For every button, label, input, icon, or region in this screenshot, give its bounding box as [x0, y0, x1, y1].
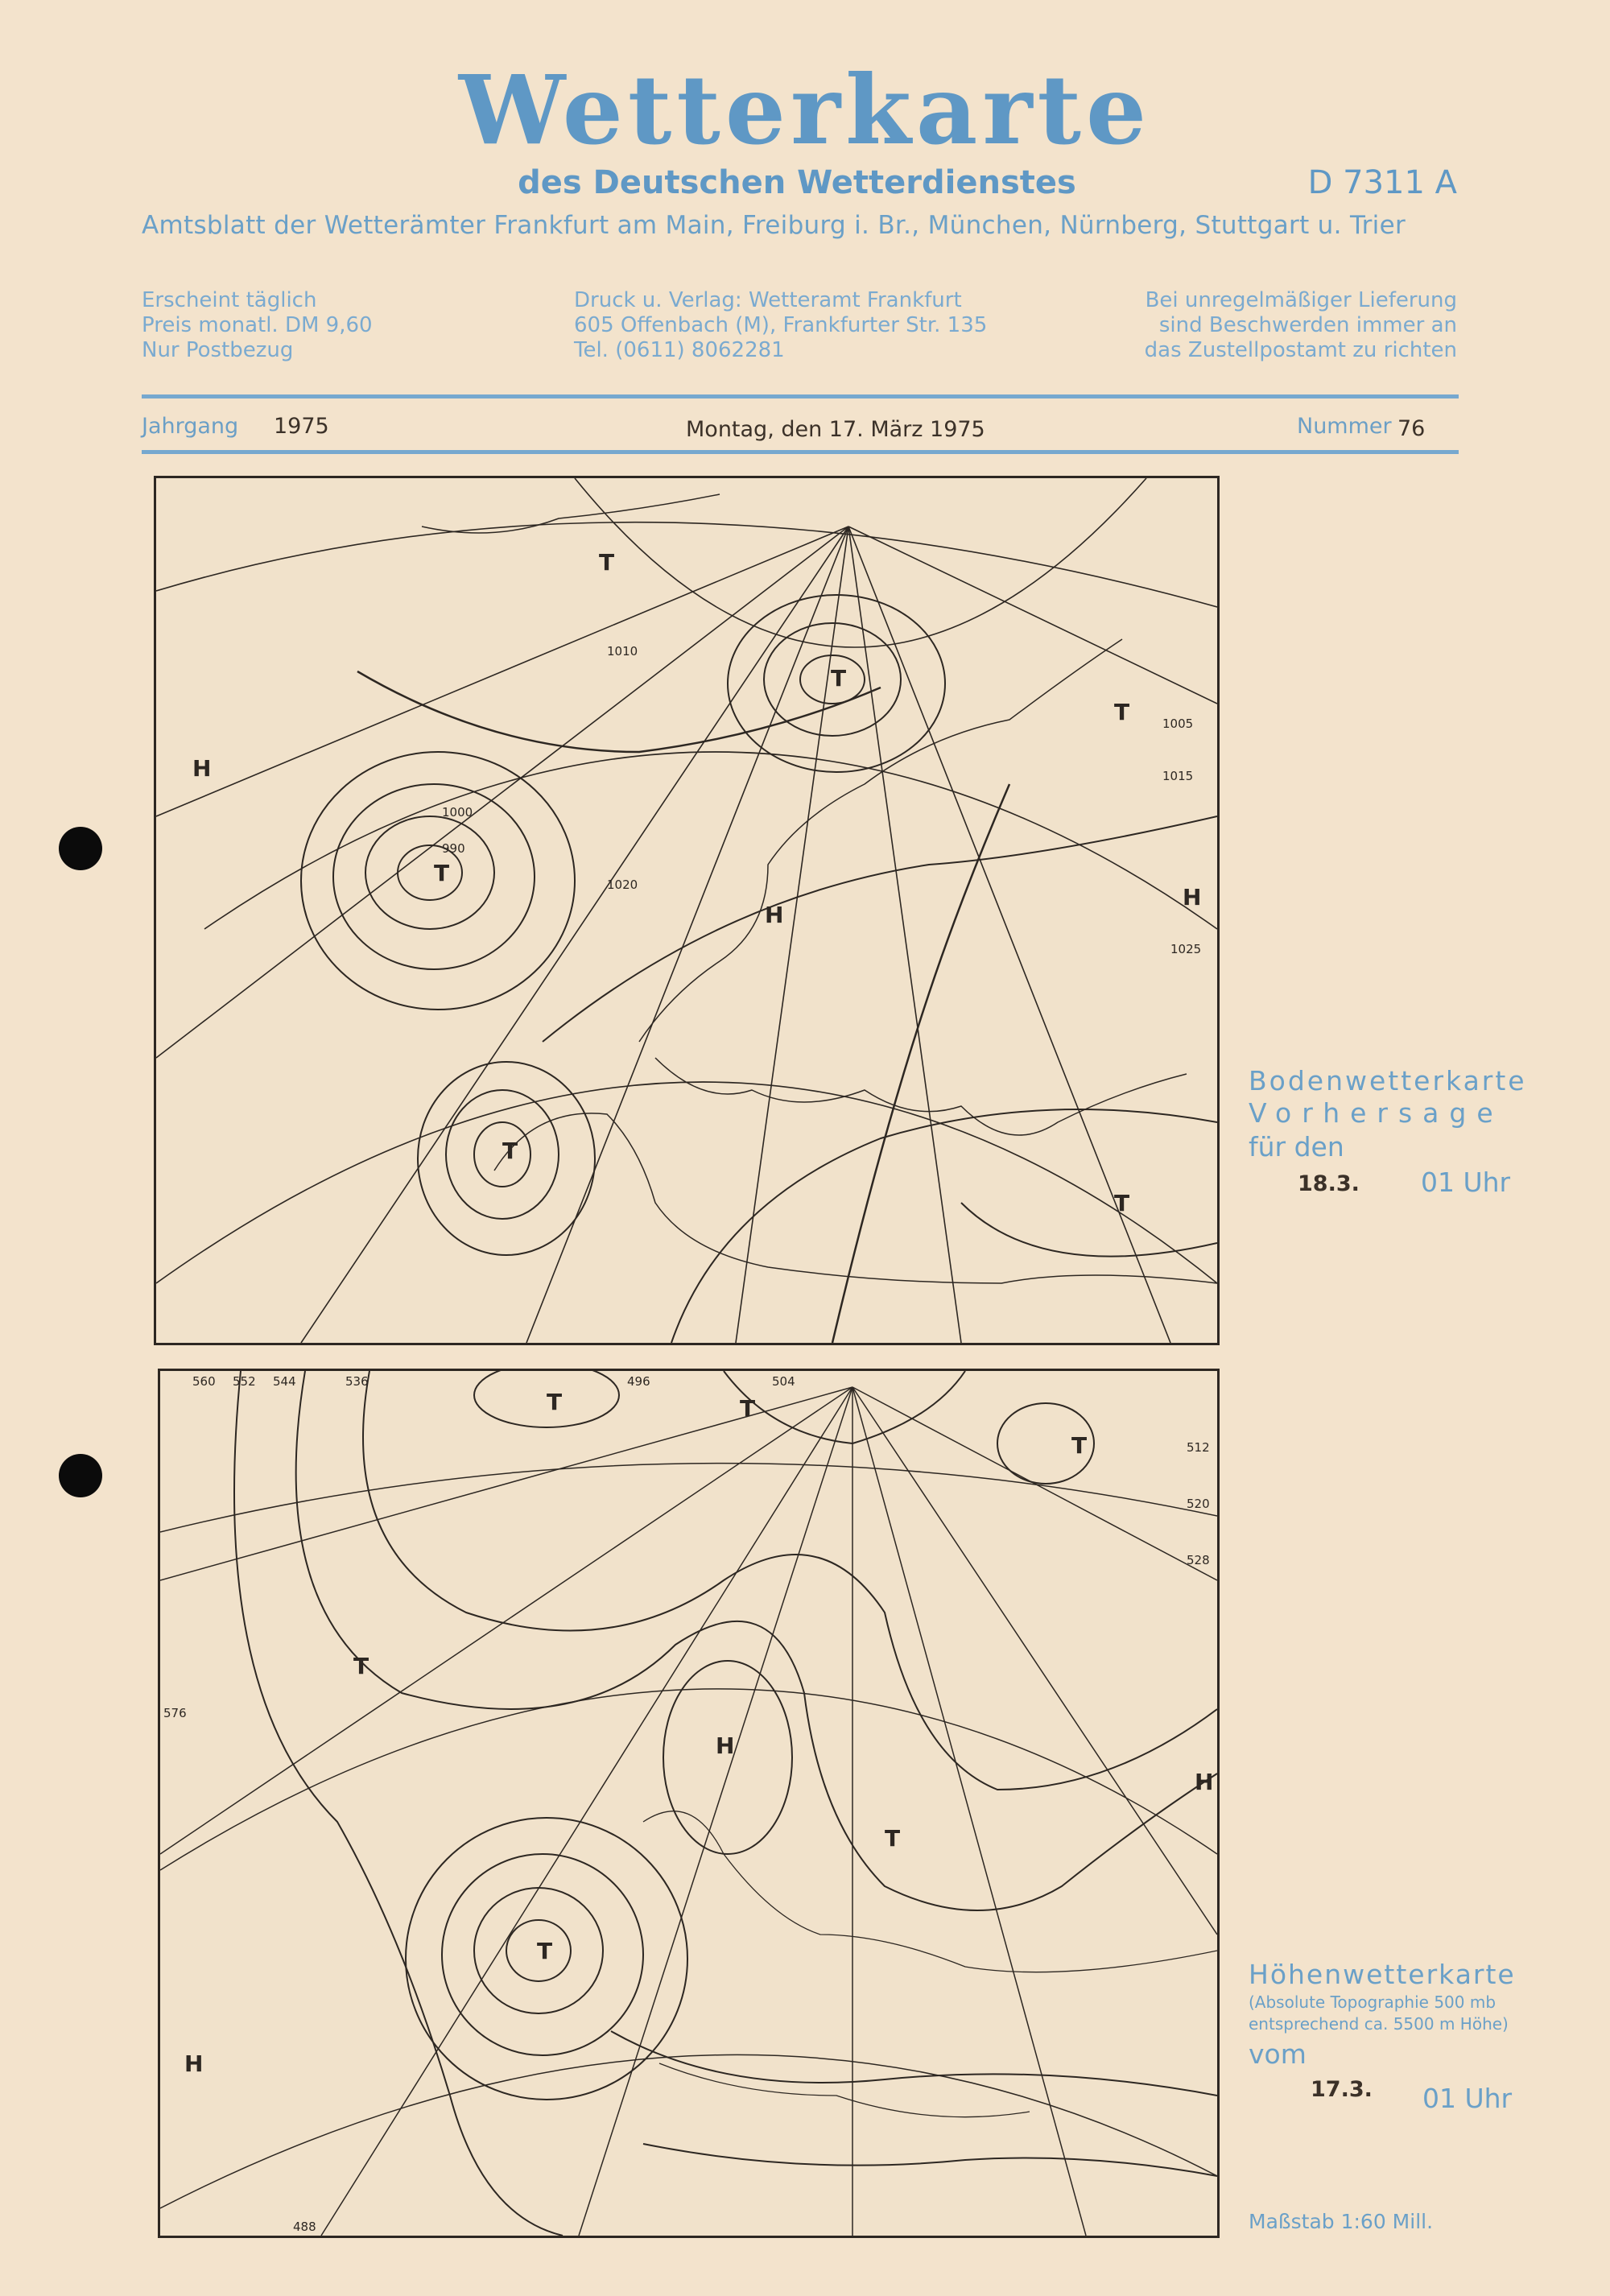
punch-hole	[59, 827, 102, 870]
punch-hole	[59, 1454, 102, 1497]
surface-map-time: 01 Uhr	[1421, 1167, 1511, 1198]
upper-caption-note: (Absolute Topographie 500 mb	[1249, 1992, 1496, 2012]
surface-map-drawing: T T T T T T H H H 990 1000 1010 1020 102…	[156, 478, 1217, 1343]
contour-label: 488	[293, 2220, 316, 2234]
divider	[142, 450, 1459, 454]
coastlines	[421, 493, 1217, 1284]
isobar-label: 1010	[607, 644, 638, 659]
meridians	[156, 526, 1217, 1343]
surface-caption-for: für den	[1249, 1131, 1344, 1162]
isobar-label: 1020	[607, 878, 638, 892]
surface-weather-map: T T T T T T H H H 990 1000 1010 1020 102…	[154, 476, 1220, 1345]
map-label: T	[1114, 1190, 1129, 1216]
map-scale: Maßstab 1:60 Mill.	[1249, 2210, 1434, 2233]
surface-caption-title: Bodenwetterkarte	[1249, 1065, 1527, 1096]
map-label: T	[740, 1395, 755, 1422]
divider	[142, 394, 1459, 398]
contour-label: 560	[192, 1374, 216, 1389]
front-line	[357, 670, 1011, 1343]
contour-label: 528	[1187, 1553, 1210, 1567]
upper-caption-from: vom	[1249, 2038, 1307, 2070]
publisher-info: Druck u. Verlag: Wetteramt Frankfurt 605…	[574, 288, 987, 363]
upper-map-date: 17.3.	[1311, 2077, 1373, 2102]
contour-label: 504	[772, 1374, 795, 1389]
info-line: Tel. (0611) 8062281	[574, 338, 785, 362]
map-label: T	[547, 1389, 562, 1415]
map-label: H	[192, 755, 211, 782]
amtsblatt-line: Amtsblatt der Wetterämter Frankfurt am M…	[142, 211, 1406, 240]
map-label: H	[765, 902, 783, 928]
contour-label: 496	[627, 1374, 650, 1389]
upper-map-time: 01 Uhr	[1422, 2083, 1513, 2114]
isobar-label: 1025	[1170, 942, 1201, 956]
info-line: Erscheint täglich	[142, 288, 317, 312]
contour-label: 536	[345, 1374, 369, 1389]
jahrgang-label: Jahrgang	[142, 414, 239, 439]
nummer-label: Nummer	[1297, 414, 1392, 439]
info-line: das Zustellpostamt zu richten	[1144, 338, 1457, 362]
contour-label: 512	[1187, 1440, 1210, 1455]
map-label: H	[1183, 884, 1201, 911]
map-label: T	[1114, 699, 1129, 725]
info-line: 605 Offenbach (M), Frankfurter Str. 135	[574, 313, 988, 337]
contours	[233, 1371, 1217, 2236]
map-label: H	[716, 1732, 734, 1759]
masthead-subtitle: des Deutschen Wetterdienstes	[518, 164, 1076, 201]
contour-label: 520	[1187, 1497, 1210, 1511]
info-line: Preis monatl. DM 9,60	[142, 313, 373, 337]
isobar-label: 1005	[1162, 716, 1193, 731]
nummer-value: 76	[1397, 416, 1426, 441]
contour-label: 552	[233, 1374, 256, 1389]
surface-map-date: 18.3.	[1298, 1171, 1360, 1196]
upper-caption-title: Höhenwetterkarte	[1249, 1959, 1516, 1990]
map-label: T	[537, 1938, 552, 1964]
coastlines	[642, 1811, 1217, 2118]
info-line: Nur Postbezug	[142, 338, 294, 362]
map-label: T	[885, 1825, 900, 1852]
info-line: sind Beschwerden immer an	[1158, 313, 1457, 337]
jahrgang-value: 1975	[274, 414, 329, 439]
masthead-title: Wetterkarte	[458, 54, 1152, 166]
surface-caption-sub: Vorhersage	[1249, 1097, 1504, 1129]
publication-code: D 7311 A	[1307, 164, 1457, 201]
upper-caption-note: entsprechend ca. 5500 m Höhe)	[1249, 2014, 1509, 2034]
meridians	[160, 1386, 1217, 2236]
isobar-label: 990	[442, 841, 465, 856]
isobar-label: 1015	[1162, 769, 1193, 783]
map-label: T	[353, 1653, 369, 1679]
upper-air-map: T T T T T T H H H 560 552 544 536 528 52…	[158, 1369, 1220, 2238]
map-label: H	[184, 2050, 203, 2077]
map-label: T	[599, 549, 614, 576]
map-label: T	[502, 1138, 518, 1164]
info-line: Bei unregelmäßiger Lieferung	[1145, 288, 1457, 312]
issue-date: Montag, den 17. März 1975	[686, 417, 985, 442]
delivery-info: Bei unregelmäßiger Lieferung sind Beschw…	[1145, 288, 1457, 363]
subscription-info: Erscheint täglich Preis monatl. DM 9,60 …	[142, 288, 373, 363]
info-line: Druck u. Verlag: Wetteramt Frankfurt	[574, 288, 962, 312]
map-label: T	[434, 860, 449, 886]
upper-map-drawing: T T T T T T H H H 560 552 544 536 528 52…	[160, 1371, 1217, 2236]
parallels	[160, 1462, 1217, 2209]
parallels	[156, 478, 1217, 1284]
map-label: T	[831, 665, 846, 692]
map-label: T	[1071, 1432, 1087, 1459]
map-label: H	[1195, 1769, 1213, 1795]
isobars	[300, 594, 1217, 1343]
isobar-label: 1000	[442, 805, 473, 820]
contour-label: 544	[273, 1374, 296, 1389]
contour-label: 576	[163, 1706, 187, 1720]
